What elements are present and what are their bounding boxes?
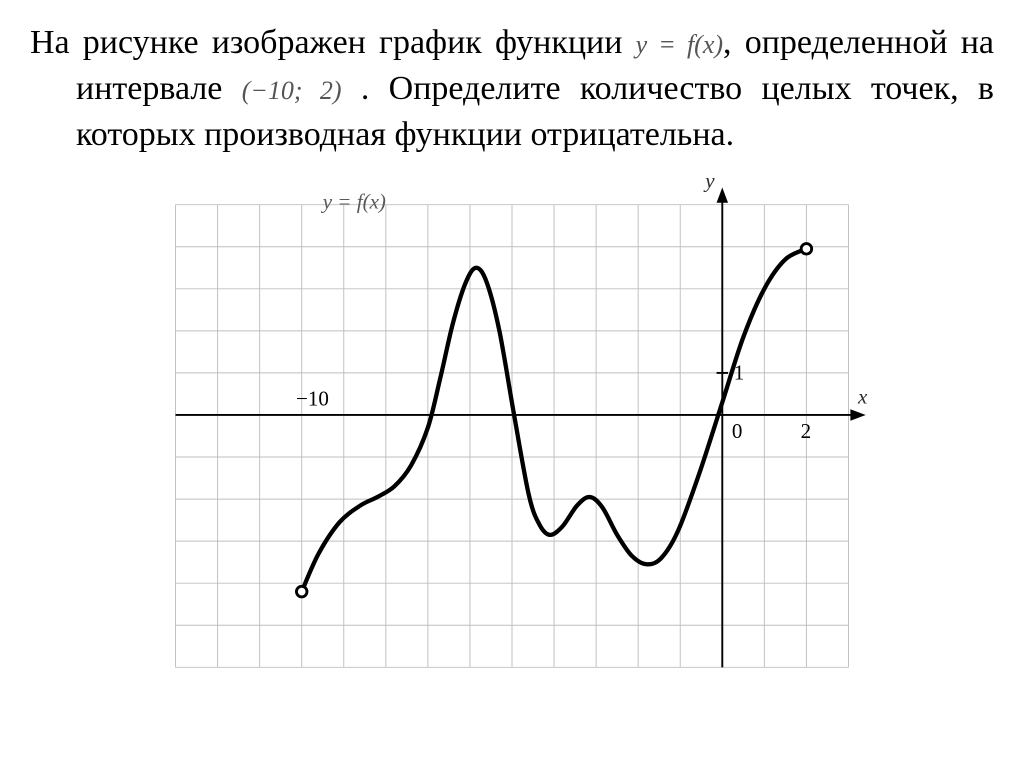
text-comma: , bbox=[723, 24, 732, 61]
chart-container: −10 0 1 2 y = f(x) y x bbox=[30, 176, 994, 696]
open-endpoint-left bbox=[296, 586, 307, 597]
tick-neg10: −10 bbox=[296, 386, 329, 410]
tick-y1: 1 bbox=[734, 360, 745, 384]
formula-interval: (−10; 2) bbox=[242, 76, 342, 105]
function-chart: −10 0 1 2 y = f(x) y x bbox=[122, 176, 902, 696]
y-axis-label: y bbox=[703, 176, 715, 192]
open-endpoint-right bbox=[801, 243, 812, 254]
tick-x2: 2 bbox=[801, 419, 812, 443]
x-axis-label: x bbox=[857, 384, 868, 408]
formula-function: y = f(x) bbox=[636, 30, 723, 59]
problem-text: На рисунке изображен график функции y = … bbox=[30, 20, 994, 158]
origin-label: 0 bbox=[732, 419, 743, 443]
axes bbox=[176, 187, 866, 667]
grid bbox=[176, 204, 849, 667]
text-part-1: На рисунке изображен график функции bbox=[30, 24, 636, 61]
curve-label: y = f(x) bbox=[321, 189, 386, 213]
